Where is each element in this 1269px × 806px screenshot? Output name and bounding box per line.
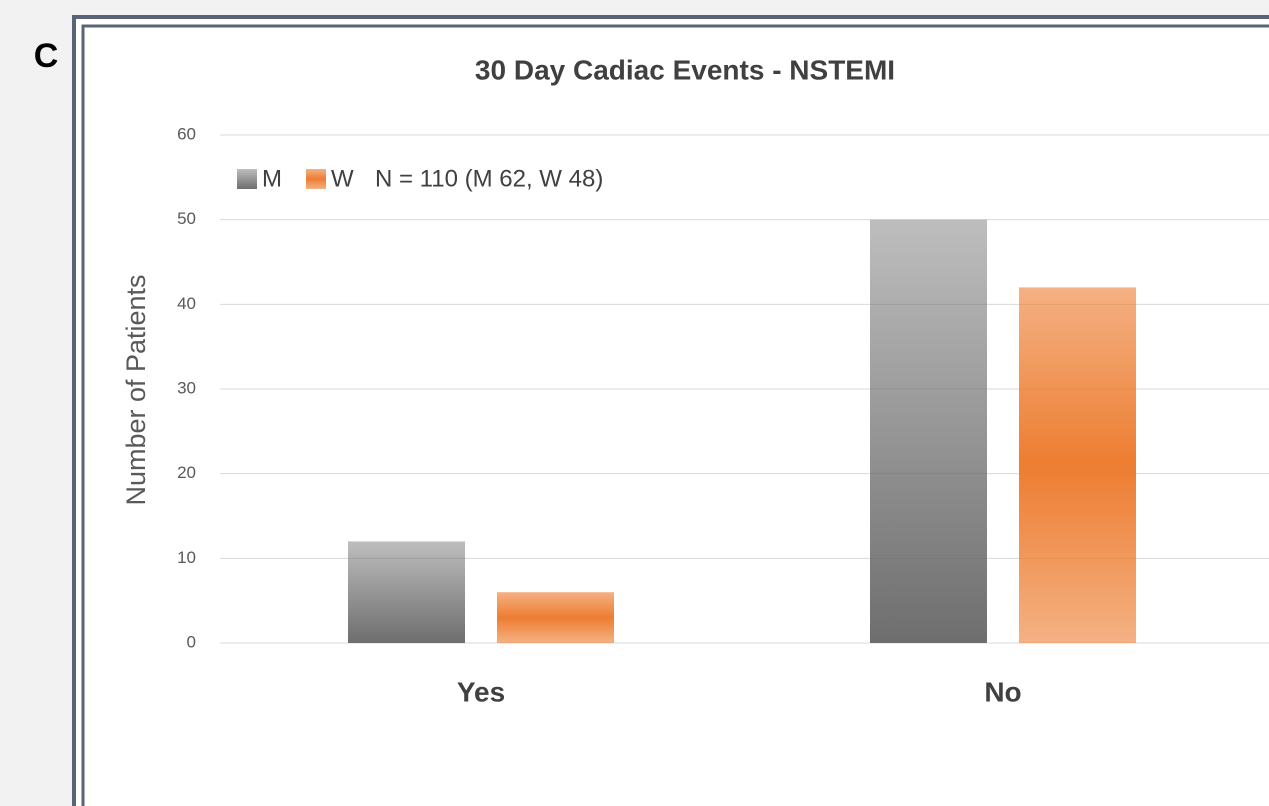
y-tick-label: 40	[177, 294, 196, 313]
x-tick-label: Yes	[457, 676, 505, 707]
y-tick-label: 30	[177, 378, 196, 397]
legend-swatch	[237, 169, 257, 189]
bar	[497, 592, 614, 643]
bar	[348, 541, 465, 643]
bar	[1019, 287, 1136, 643]
x-tick-label: No	[984, 676, 1021, 707]
y-tick-label: 10	[177, 548, 196, 567]
y-tick-label: 0	[187, 632, 196, 651]
legend-label: M	[262, 165, 282, 192]
legend-swatch	[306, 169, 326, 189]
annotation: N = 110 (M 62, W 48)	[375, 165, 603, 192]
bar	[870, 219, 987, 643]
legend-label: W	[331, 165, 354, 192]
y-axis-label: Number of Patients	[121, 274, 151, 505]
y-tick-label: 20	[177, 463, 196, 482]
chart-title: 30 Day Cadiac Events - NSTEMI	[475, 54, 895, 85]
y-tick-label: 50	[177, 209, 196, 228]
panel-label: C	[34, 37, 59, 75]
y-tick-label: 60	[177, 124, 196, 143]
